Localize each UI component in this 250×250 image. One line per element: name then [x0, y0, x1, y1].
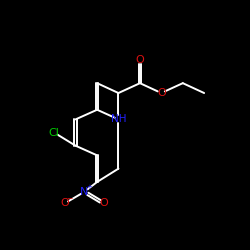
Text: +: +	[86, 184, 92, 190]
Text: NH: NH	[111, 114, 126, 124]
Text: −: −	[66, 194, 72, 203]
Text: O: O	[100, 198, 108, 208]
Text: Cl: Cl	[49, 128, 60, 138]
Text: N: N	[80, 187, 88, 197]
Text: O: O	[60, 198, 69, 208]
Text: O: O	[157, 88, 166, 98]
Text: O: O	[136, 55, 144, 65]
